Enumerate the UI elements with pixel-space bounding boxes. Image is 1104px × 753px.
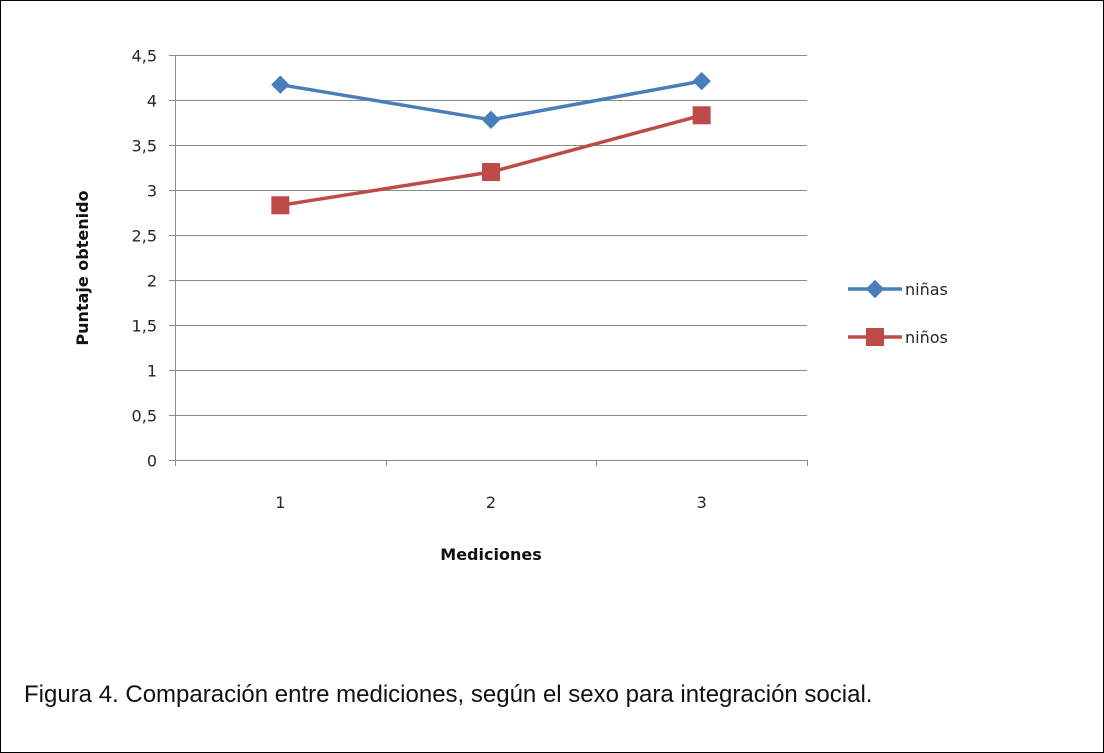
y-tick-labels: 0 0,5 1 1,5 2 2,5 3 3,5 4 4,5 (132, 47, 157, 471)
y-tick-label: 4,5 (132, 47, 157, 66)
data-point-1 (481, 110, 501, 130)
data-point-1 (692, 71, 711, 91)
y-tick-label: 2 (147, 272, 157, 291)
legend-marker-1 (865, 279, 885, 299)
y-tick-label: 1,5 (132, 317, 157, 336)
figure-caption: Figura 4. Comparación entre mediciones, … (12, 664, 1092, 726)
data-point-2 (692, 106, 711, 125)
data-point-1 (271, 75, 290, 94)
data-point-2 (271, 196, 290, 215)
y-tick-label: 3 (147, 182, 157, 201)
y-tick-label: 0 (147, 452, 157, 471)
y-axis-title: Puntaje obtenido (73, 190, 92, 345)
y-tick-label: 1 (147, 362, 157, 381)
x-axis-title: Mediciones (440, 545, 541, 564)
x-tick-label: 2 (486, 493, 496, 512)
legend-label-1: niñas (905, 280, 948, 299)
y-tick-label: 2,5 (132, 227, 157, 246)
legend-label-2: niños (905, 328, 948, 347)
gridlines (175, 55, 807, 416)
series-lines (280, 79, 703, 208)
legend-marker-2 (866, 328, 884, 346)
x-tick-labels: 1 2 3 (275, 493, 707, 512)
legend: niñas niños (848, 279, 948, 347)
axes (169, 55, 808, 466)
line-chart: 0 0,5 1 1,5 2 2,5 3 3,5 4 4,5 1 2 3 niñas niños Punt… (73, 47, 948, 565)
y-tick-label: 4 (147, 92, 157, 111)
series-markers (271, 71, 711, 215)
y-tick-label: 0,5 (132, 407, 157, 426)
data-point-2 (482, 163, 500, 181)
x-tick-label: 1 (275, 493, 285, 512)
caption-text: Figura 4. Comparación entre mediciones, … (24, 681, 873, 708)
x-tick-label: 3 (697, 493, 707, 512)
y-tick-label: 3,5 (132, 137, 157, 156)
